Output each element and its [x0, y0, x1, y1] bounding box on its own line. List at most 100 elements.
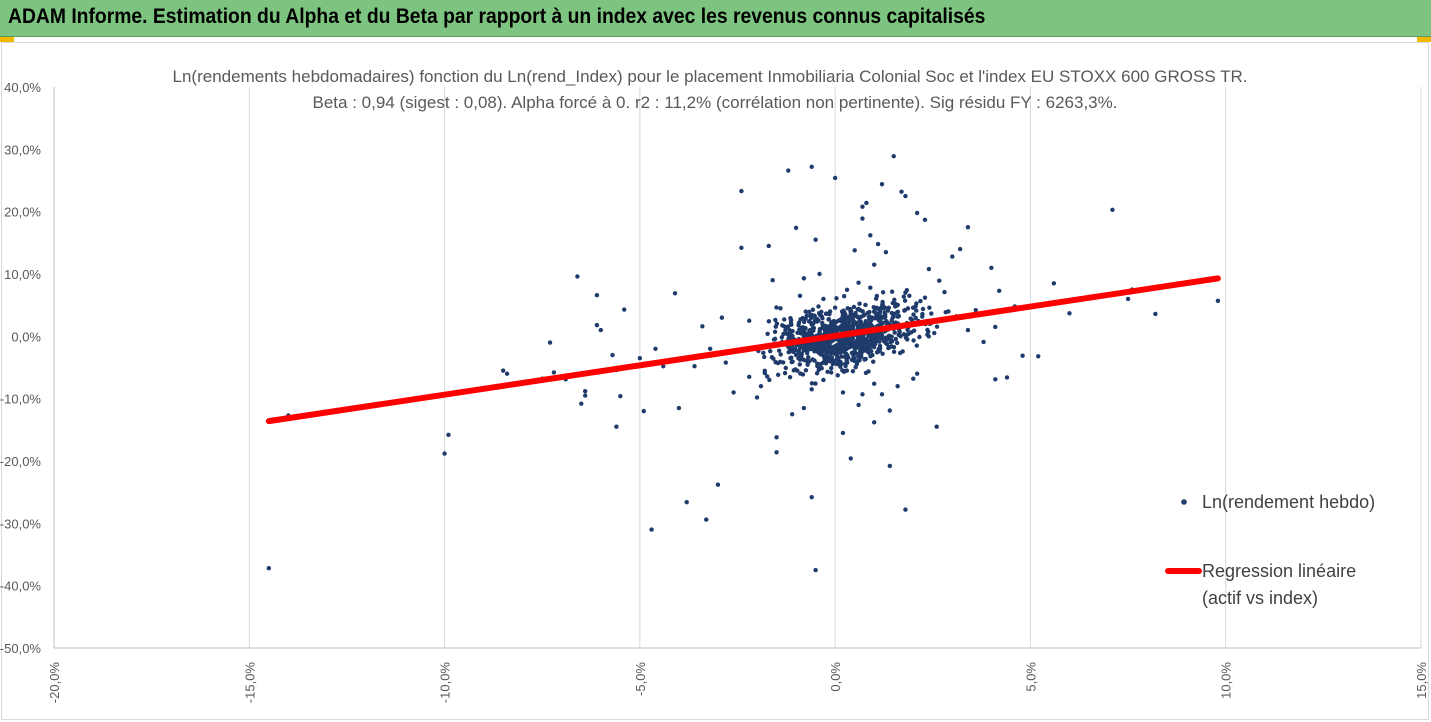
x-tick-label: -10,0% — [438, 662, 453, 704]
data-point — [773, 317, 778, 323]
data-point — [950, 254, 955, 259]
data-point — [920, 311, 925, 317]
data-point — [879, 182, 885, 187]
data-point — [880, 302, 885, 307]
data-point — [844, 339, 849, 345]
data-point — [832, 175, 838, 181]
data-point — [829, 370, 834, 375]
data-point — [1036, 354, 1041, 359]
data-point — [504, 371, 510, 376]
data-point — [770, 278, 775, 283]
data-point — [747, 374, 752, 380]
data-point — [1004, 375, 1010, 380]
data-point — [875, 241, 881, 247]
data-point — [872, 381, 877, 386]
data-point — [835, 361, 840, 367]
data-point — [782, 370, 788, 376]
data-point — [887, 463, 893, 469]
data-point — [1110, 207, 1115, 212]
data-point — [834, 296, 839, 301]
data-point — [832, 305, 838, 310]
y-tick-label: -30,0% — [0, 516, 41, 531]
data-point — [889, 310, 895, 316]
data-point — [818, 350, 823, 355]
data-point — [857, 341, 863, 346]
data-point — [905, 337, 910, 342]
data-point — [840, 430, 846, 436]
data-point — [810, 307, 816, 312]
data-point — [804, 313, 809, 318]
data-point — [821, 296, 826, 302]
regression-line — [265, 275, 1221, 425]
data-point — [822, 355, 827, 360]
data-point — [934, 424, 939, 429]
data-point — [812, 318, 818, 323]
data-point — [786, 335, 791, 341]
data-point — [672, 291, 678, 296]
data-point — [932, 330, 937, 336]
data-point — [723, 360, 728, 365]
data-point — [889, 334, 894, 339]
data-point — [900, 349, 905, 354]
data-point — [1020, 353, 1025, 358]
data-point — [854, 322, 859, 327]
data-point — [864, 200, 869, 206]
data-point — [864, 337, 869, 342]
data-point — [989, 265, 994, 270]
data-point — [872, 306, 878, 312]
data-point — [879, 392, 885, 397]
data-point — [878, 317, 883, 322]
data-point — [754, 395, 760, 400]
data-point — [781, 331, 786, 337]
data-point — [973, 307, 978, 313]
data-point — [847, 319, 852, 324]
data-point — [775, 360, 781, 366]
data-point — [805, 343, 811, 348]
y-tick-label: -20,0% — [0, 454, 41, 469]
data-point — [957, 246, 963, 252]
data-point — [899, 189, 904, 194]
data-point — [827, 309, 833, 314]
y-tick-label: -40,0% — [0, 579, 41, 594]
x-tick-label: 0,0% — [828, 662, 843, 692]
data-point — [891, 314, 896, 320]
data-point — [913, 315, 918, 321]
data-point — [834, 356, 840, 362]
data-point — [866, 314, 872, 320]
data-point — [891, 349, 897, 355]
data-point — [866, 369, 871, 374]
data-point — [766, 243, 771, 249]
data-point — [813, 567, 818, 573]
data-point — [870, 352, 875, 358]
data-point — [766, 319, 772, 324]
data-point — [1051, 281, 1057, 286]
data-point — [582, 393, 588, 398]
data-point — [816, 318, 821, 323]
data-point — [860, 204, 865, 209]
data-point — [872, 342, 877, 347]
data-point — [907, 293, 912, 299]
data-point — [801, 319, 807, 325]
data-point — [867, 321, 873, 326]
data-point — [707, 346, 713, 351]
data-point — [500, 368, 506, 373]
data-point — [877, 339, 882, 344]
data-point — [792, 346, 798, 351]
data-point — [807, 359, 812, 364]
data-point — [845, 306, 850, 311]
data-point — [850, 324, 856, 329]
data-point — [922, 295, 928, 300]
data-point — [816, 304, 821, 309]
data-point — [911, 312, 916, 317]
legend-label-points: Ln(rendement hebdo) — [1202, 492, 1375, 512]
data-point — [835, 373, 840, 378]
data-point — [1067, 311, 1072, 316]
data-point — [859, 314, 864, 319]
data-point — [649, 527, 654, 532]
data-point — [806, 354, 811, 360]
data-point — [934, 324, 940, 329]
data-point — [895, 309, 901, 315]
data-point — [890, 300, 896, 306]
data-point — [847, 344, 853, 350]
data-point — [551, 370, 557, 375]
